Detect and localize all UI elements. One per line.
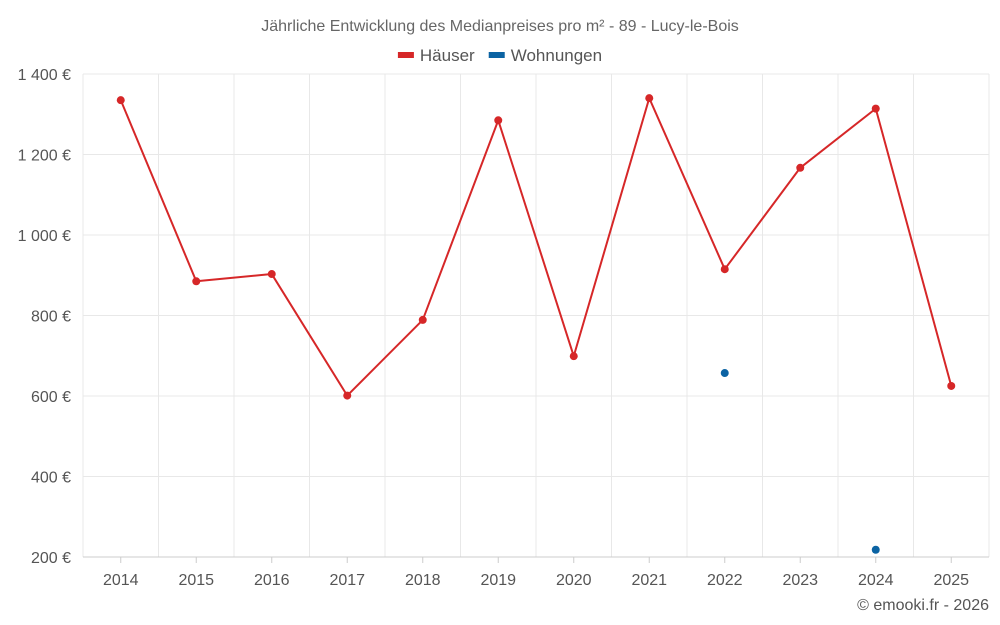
legend-label-wohnungen: Wohnungen: [511, 46, 602, 65]
series-line-haeuser: [119, 97, 953, 397]
y-tick-label: 800 €: [31, 309, 71, 326]
wohnungen-point: [720, 369, 729, 378]
haeuser-point: [720, 265, 729, 274]
haeuser-point: [267, 270, 276, 279]
x-tick-label: 2018: [405, 572, 441, 589]
x-tick-label: 2017: [329, 572, 365, 589]
haeuser-point: [418, 315, 427, 324]
x-tick-label: 2025: [933, 572, 969, 589]
copyright-credit: © emooki.fr - 2026: [857, 597, 989, 614]
x-tick-label: 2019: [480, 572, 516, 589]
wohnungen-point: [871, 545, 880, 554]
haeuser-point: [645, 94, 654, 103]
x-tick-label: 2020: [556, 572, 592, 589]
haeuser-point: [192, 277, 201, 286]
haeuser-point: [494, 116, 503, 125]
haeuser-point: [947, 381, 956, 390]
legend-swatch-wohnungen: [488, 52, 505, 58]
y-tick-label: 1 000 €: [18, 228, 71, 245]
haeuser-point: [116, 96, 125, 105]
axes: 200 € 400 € 600 € 800 € 1 000 € 1 200 € 1 400 …: [18, 67, 989, 589]
x-tick-label: 2021: [631, 572, 667, 589]
legend-swatch-haeuser: [397, 52, 414, 58]
x-tick-label: 2024: [858, 572, 894, 589]
haeuser-point: [871, 104, 880, 113]
x-tick-label: 2022: [707, 572, 743, 589]
series-layer: [116, 94, 956, 554]
haeuser-point: [569, 352, 578, 361]
haeuser-point: [343, 391, 352, 400]
legend: Häuser Wohnungen: [397, 46, 602, 65]
x-tick-label: 2016: [254, 572, 290, 589]
y-tick-label: 1 400 €: [18, 67, 71, 84]
y-tick-label: 1 200 €: [18, 148, 71, 165]
y-tick-label: 600 €: [31, 389, 71, 406]
chart-title: Jährliche Entwicklung des Medianpreises …: [261, 18, 739, 35]
haeuser-point: [796, 163, 805, 172]
y-tick-label: 400 €: [31, 470, 71, 487]
x-tick-label: 2015: [178, 572, 214, 589]
grid: [82, 73, 990, 557]
x-tick-label: 2014: [103, 572, 139, 589]
y-tick-label: 200 €: [31, 550, 71, 567]
x-tick-label: 2023: [782, 572, 818, 589]
legend-label-haeuser: Häuser: [420, 46, 475, 65]
